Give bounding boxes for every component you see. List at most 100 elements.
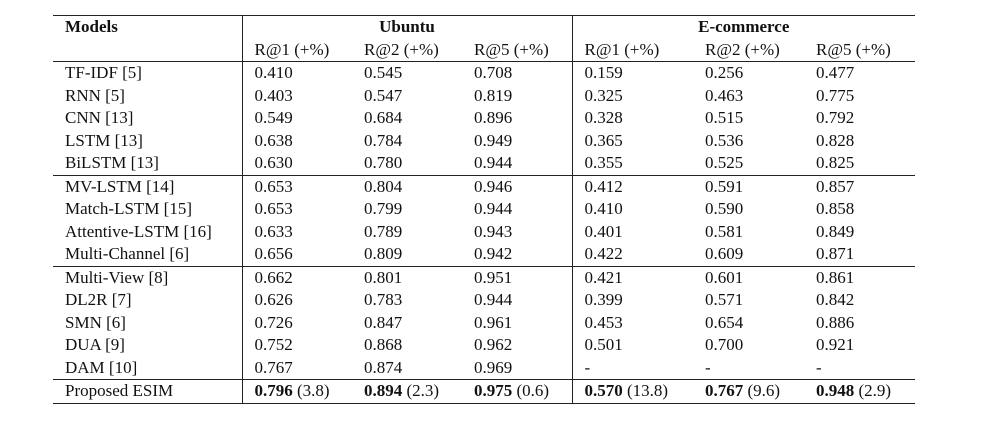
- gain-value: (13.8): [627, 381, 669, 401]
- model-name-cell: Attentive-LSTM [16]: [53, 220, 243, 243]
- metric-cell: 0.784: [364, 130, 403, 150]
- table-row: BiLSTM [13] 0.630 0.780 0.944 0.355 0.525 0.82…: [53, 152, 915, 175]
- model-name-cell: RNN [5]: [53, 84, 243, 107]
- models-header-blank: [53, 38, 243, 62]
- metric-cell: 0.355: [584, 153, 623, 173]
- gain-value: (0.6): [516, 381, 550, 401]
- gain-value: (2.9): [858, 381, 892, 401]
- gain-value: (3.8): [297, 381, 330, 401]
- table-row: LSTM [13] 0.638 0.784 0.949 0.365 0.536 0.828: [53, 129, 915, 152]
- metric-cell: 0.653: [254, 199, 293, 219]
- metric-cell: 0.421: [572, 265, 693, 289]
- metric-cell: 0.410: [584, 199, 623, 219]
- table-row: MV-LSTM [14] 0.653 0.804 0.946 0.412 0.591 0.8…: [53, 174, 916, 198]
- metric-cell: 0.809: [364, 244, 403, 264]
- metric-cell: 0.804: [352, 174, 462, 198]
- results-table: Models Ubuntu E-commerce R@1 (+%) R@2 (+…: [53, 15, 916, 404]
- metric-cell: 0.633: [254, 221, 293, 241]
- metric-cell: 0.944: [462, 152, 573, 175]
- metric-cell: 0.752: [254, 335, 293, 355]
- metric-header: R@1 (+%): [254, 39, 330, 59]
- table-row: Multi-View [8] 0.662 0.801 0.951 0.421 0.601 0…: [53, 265, 916, 289]
- metric-cell: 0.943: [462, 220, 573, 243]
- ubuntu-group-header: Ubuntu: [242, 15, 573, 39]
- model-name-cell: Multi-Channel [6]: [53, 243, 243, 266]
- metric-cell: 0.767: [254, 357, 293, 377]
- metric-cell: 0.792: [816, 108, 855, 128]
- metric-header: R@2 (+%): [364, 39, 439, 59]
- metric-cell: 0.871: [816, 244, 855, 264]
- metric-cell: 0.653: [242, 174, 352, 198]
- best-score: 0.796: [254, 381, 293, 401]
- model-name-cell: Multi-View [8]: [53, 265, 243, 289]
- best-score: 0.570: [584, 381, 623, 401]
- metric-cell: 0.708: [462, 61, 573, 85]
- metric-cell: 0.969: [462, 356, 573, 380]
- metric-cell: 0.328: [584, 108, 623, 128]
- metric-cell: 0.944: [462, 289, 573, 312]
- table-row: SMN [6] 0.726 0.847 0.961 0.453 0.654 0.886: [53, 311, 915, 334]
- table-row: DL2R [7] 0.626 0.783 0.944 0.399 0.571 0.842: [53, 289, 915, 312]
- metric-cell: 0.886: [816, 312, 855, 332]
- table-row: Attentive-LSTM [16] 0.633 0.789 0.943 0.401 0…: [53, 220, 915, 243]
- metric-cell: 0.365: [584, 130, 623, 150]
- table-row: TF-IDF [5] 0.410 0.545 0.708 0.159 0.256 0.477: [53, 61, 916, 85]
- model-name-cell: Proposed ESIM: [53, 379, 243, 404]
- metric-cell: 0.581: [705, 221, 744, 241]
- metric-cell: 0.828: [816, 130, 855, 150]
- metric-cell: 0.951: [462, 265, 573, 289]
- model-name-cell: DUA [9]: [53, 334, 243, 357]
- metric-cell: 0.975 (0.6): [462, 379, 573, 404]
- metric-cell: 0.501: [584, 335, 623, 355]
- metric-cell: 0.961: [462, 311, 573, 334]
- metric-cell: 0.849: [816, 221, 855, 241]
- metric-cell: 0.767 (9.6): [693, 379, 804, 404]
- metric-cell: 0.874: [364, 357, 403, 377]
- metric-cell: 0.525: [705, 153, 744, 173]
- metric-cell: 0.412: [572, 174, 693, 198]
- table-row: Multi-Channel [6] 0.656 0.809 0.942 0.422 0.6…: [53, 243, 915, 266]
- metric-cell: 0.775: [816, 85, 855, 105]
- metric-cell: 0.894 (2.3): [352, 379, 462, 404]
- table-row: RNN [5] 0.403 0.547 0.819 0.325 0.463 0.775: [53, 84, 915, 107]
- models-header: Models: [53, 15, 243, 39]
- metric-header: R@5 (+%): [816, 39, 891, 59]
- metric-cell: 0.789: [364, 221, 403, 241]
- metric-cell: 0.868: [364, 335, 403, 355]
- metric-cell: 0.601: [693, 265, 804, 289]
- metric-cell: 0.570 (13.8): [572, 379, 693, 404]
- proposed-row: Proposed ESIM 0.796 (3.8) 0.894 (2.3) 0.975…: [53, 379, 916, 404]
- metric-cell: 0.858: [816, 199, 855, 219]
- metric-cell: 0.946: [462, 174, 573, 198]
- metric-cell: 0.399: [584, 290, 623, 310]
- ecommerce-group-header: E-commerce: [572, 15, 916, 39]
- metric-header: R@1 (+%): [584, 39, 660, 59]
- metric-cell: 0.590: [705, 199, 744, 219]
- best-score: 0.975: [474, 381, 513, 401]
- metric-cell: -: [584, 357, 591, 377]
- metric-cell: 0.780: [364, 153, 403, 173]
- metric-cell: 0.547: [364, 85, 403, 105]
- metric-header: R@2 (+%): [705, 39, 780, 59]
- metric-cell: -: [705, 357, 711, 377]
- metric-cell: 0.825: [816, 153, 855, 173]
- metric-cell: 0.536: [705, 130, 744, 150]
- metric-cell: 0.861: [804, 265, 916, 289]
- results-body: TF-IDF [5] 0.410 0.545 0.708 0.159 0.256 0.477…: [53, 61, 916, 404]
- model-name-cell: CNN [13]: [53, 107, 243, 130]
- metric-cell: 0.948 (2.9): [804, 379, 916, 404]
- gain-value: (2.3): [406, 381, 440, 401]
- metric-cell: -: [816, 357, 822, 377]
- table-row: Match-LSTM [15] 0.653 0.799 0.944 0.410 0.590…: [53, 198, 915, 221]
- metric-header: R@5 (+%): [462, 38, 573, 62]
- metric-cell: 0.403: [254, 85, 293, 105]
- metric-cell: 0.401: [584, 221, 623, 241]
- model-name-cell: Match-LSTM [15]: [53, 198, 243, 221]
- metric-cell: 0.662: [242, 265, 352, 289]
- model-name-cell: MV-LSTM [14]: [53, 174, 243, 198]
- metric-cell: 0.656: [254, 244, 293, 264]
- metric-cell: 0.783: [364, 290, 403, 310]
- metric-cell: 0.796 (3.8): [242, 379, 352, 404]
- metric-cell: 0.726: [254, 312, 293, 332]
- metric-cell: 0.842: [816, 290, 855, 310]
